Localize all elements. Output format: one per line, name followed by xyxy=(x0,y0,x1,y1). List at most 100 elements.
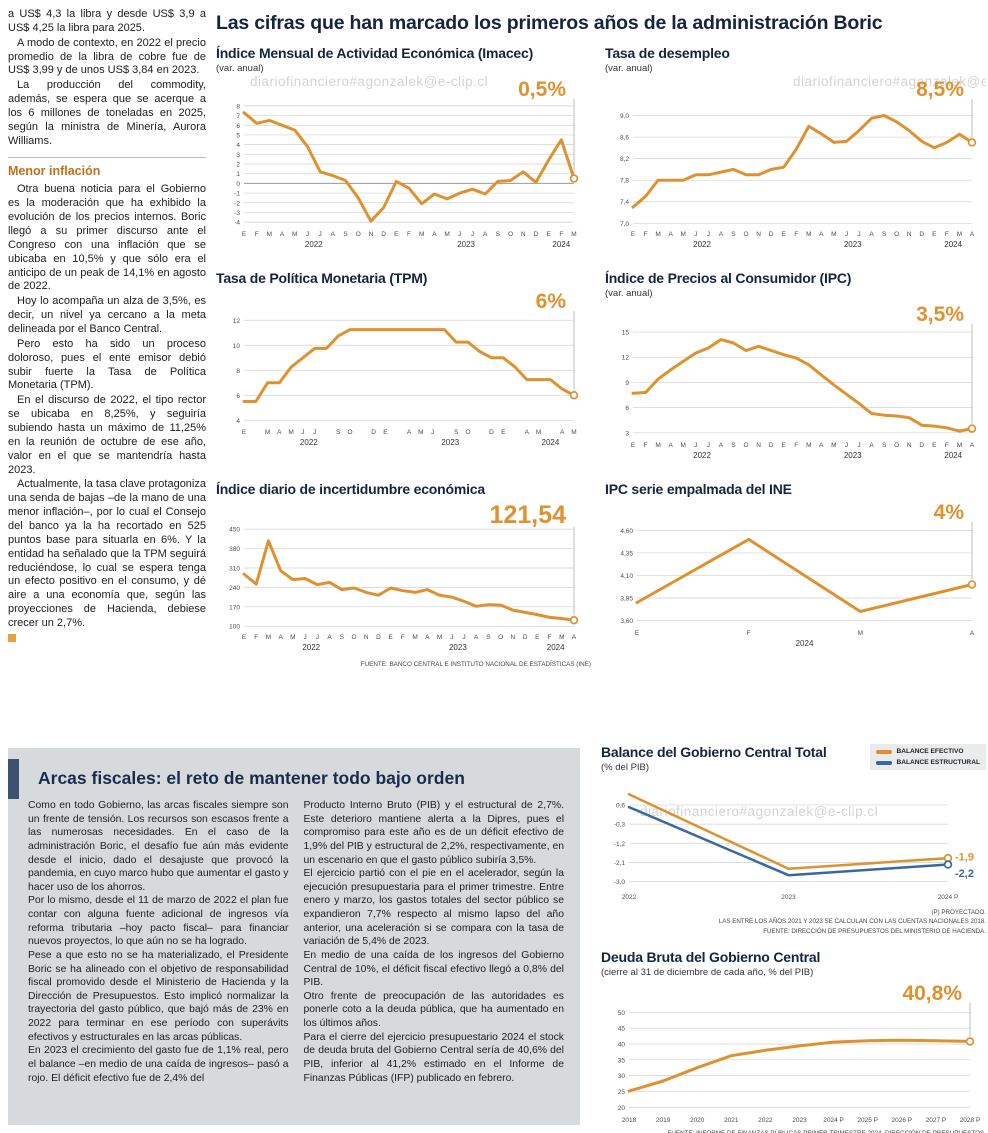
paragraph: Producto Interno Bruto (PIB) y el estruc… xyxy=(303,800,565,866)
source-note: FUENTE: BANCO CENTRAL E INSTITUTO NACION… xyxy=(360,661,591,668)
svg-text:2020: 2020 xyxy=(690,1117,705,1124)
chart-title: Deuda Bruta del Gobierno Central xyxy=(601,948,821,965)
svg-text:N: N xyxy=(369,231,374,238)
article-intro: a US$ 4,3 la libra y desde US$ 3,9 a US$… xyxy=(8,8,206,149)
paragraph: En el discurso de 2022, el tipo rector s… xyxy=(8,394,206,476)
svg-text:9,0: 9,0 xyxy=(620,113,629,120)
svg-text:-3: -3 xyxy=(234,210,240,217)
chart-title: Índice diario de incertidumbre económica xyxy=(216,481,485,497)
svg-text:M: M xyxy=(536,429,541,436)
svg-text:A: A xyxy=(278,634,283,641)
balance-line-chart: 0,6 -0,3 -1,2 -2,1 -3,0 2022 2023 2024 P -1,9 -2,… xyxy=(614,793,974,901)
svg-text:20: 20 xyxy=(618,1105,626,1112)
svg-text:0: 0 xyxy=(236,181,240,188)
fiscal-box-title: Arcas fiscales: el reto de mantener todo… xyxy=(38,768,465,788)
svg-text:2026 P: 2026 P xyxy=(891,1117,912,1124)
svg-text:-3,0: -3,0 xyxy=(614,879,626,886)
svg-text:S: S xyxy=(454,429,459,436)
chart-title: Balance del Gobierno Central Total xyxy=(601,744,827,760)
svg-text:5: 5 xyxy=(236,132,240,139)
svg-text:M: M xyxy=(266,634,271,641)
svg-text:9: 9 xyxy=(625,380,629,387)
svg-text:2021: 2021 xyxy=(724,1117,739,1124)
svg-text:M: M xyxy=(858,630,863,637)
svg-text:450: 450 xyxy=(229,527,240,534)
svg-text:-2: -2 xyxy=(234,200,240,207)
svg-text:O: O xyxy=(348,429,353,436)
chart-title: Índice de Precios al Consumidor (IPC) xyxy=(605,270,852,286)
svg-text:J: J xyxy=(313,429,316,436)
ipc-ine-line-chart: 4,60 4,35 4,10 3,85 3,60E F M A 2024 4% xyxy=(620,501,977,648)
chart-balance: Balance del Gobierno Central Total (% de… xyxy=(601,744,986,936)
svg-text:4: 4 xyxy=(236,142,240,149)
svg-text:25: 25 xyxy=(618,1089,626,1096)
svg-text:8,5%: 8,5% xyxy=(916,78,964,101)
svg-text:35: 35 xyxy=(618,1057,626,1064)
svg-text:F: F xyxy=(559,231,563,238)
legend-label: BALANCE ESTRUCTURAL xyxy=(896,759,980,766)
svg-text:E: E xyxy=(546,231,551,238)
svg-text:380: 380 xyxy=(229,546,240,553)
svg-text:100: 100 xyxy=(229,624,240,631)
svg-text:2022: 2022 xyxy=(300,438,318,447)
svg-text:J: J xyxy=(694,231,697,238)
svg-text:2022: 2022 xyxy=(758,1117,773,1124)
svg-text:-1: -1 xyxy=(234,191,240,198)
svg-text:A: A xyxy=(819,231,824,238)
svg-text:S: S xyxy=(731,442,736,449)
legend-item-efectivo: BALANCE EFECTIVO xyxy=(876,748,980,755)
source-note: FUENTE: INFORME DE FINANZAS PÚBLICAS PRI… xyxy=(601,1130,986,1133)
paragraph: FUENTE: DIRECCIÓN DE PRESUPUESTOS DEL MI… xyxy=(763,927,986,935)
chart-subtitle: (var. anual) xyxy=(605,288,653,299)
svg-text:J: J xyxy=(707,442,710,449)
chart-subtitle: (var. anual) xyxy=(216,63,264,74)
svg-text:M: M xyxy=(806,231,811,238)
svg-text:O: O xyxy=(351,634,356,641)
paragraph: Actualmente, la tasa clave protagoniza u… xyxy=(8,478,206,629)
svg-text:M: M xyxy=(655,442,660,449)
svg-text:240: 240 xyxy=(229,585,240,592)
svg-text:S: S xyxy=(340,634,345,641)
svg-text:J: J xyxy=(857,231,860,238)
svg-text:A: A xyxy=(869,442,874,449)
legend-label: BALANCE EFECTIVO xyxy=(896,748,964,755)
svg-text:O: O xyxy=(508,231,513,238)
svg-text:J: J xyxy=(303,634,306,641)
svg-text:8: 8 xyxy=(236,368,240,375)
legend-swatch-estructural xyxy=(876,760,893,765)
fiscal-box: Arcas fiscales: el reto de mantener todo… xyxy=(8,748,580,1125)
svg-text:2: 2 xyxy=(236,162,240,169)
paragraph: Otro frente de preocupación de las autor… xyxy=(303,990,565,1029)
svg-text:A: A xyxy=(869,231,874,238)
svg-text:M: M xyxy=(418,429,423,436)
svg-text:E: E xyxy=(535,634,540,641)
svg-text:M: M xyxy=(655,231,660,238)
paragraph: Como en todo Gobierno, las arcas fiscale… xyxy=(28,800,289,893)
charts-section: Las cifras que han marcado los primeros … xyxy=(216,12,986,668)
svg-text:7,0: 7,0 xyxy=(620,221,629,228)
svg-text:-2,1: -2,1 xyxy=(614,860,626,867)
svg-text:30: 30 xyxy=(618,1073,626,1080)
svg-text:O: O xyxy=(465,429,470,436)
svg-text:2024: 2024 xyxy=(944,240,962,249)
svg-text:A: A xyxy=(719,442,724,449)
svg-text:F: F xyxy=(254,634,258,641)
svg-text:10: 10 xyxy=(233,343,241,350)
svg-text:N: N xyxy=(521,231,526,238)
svg-text:121,54: 121,54 xyxy=(490,501,567,529)
svg-text:A: A xyxy=(970,231,975,238)
svg-text:7,4: 7,4 xyxy=(620,199,629,206)
svg-text:O: O xyxy=(743,231,748,238)
svg-text:15: 15 xyxy=(622,330,630,337)
svg-text:D: D xyxy=(769,442,774,449)
svg-text:M: M xyxy=(831,442,836,449)
svg-text:J: J xyxy=(707,231,710,238)
svg-text:-4: -4 xyxy=(234,220,240,227)
paragraph: A modo de contexto, en 2022 el precio pr… xyxy=(8,36,206,77)
svg-text:4,10: 4,10 xyxy=(620,573,633,580)
svg-text:E: E xyxy=(781,442,786,449)
svg-text:2024: 2024 xyxy=(542,438,560,447)
svg-text:2023: 2023 xyxy=(844,240,862,249)
